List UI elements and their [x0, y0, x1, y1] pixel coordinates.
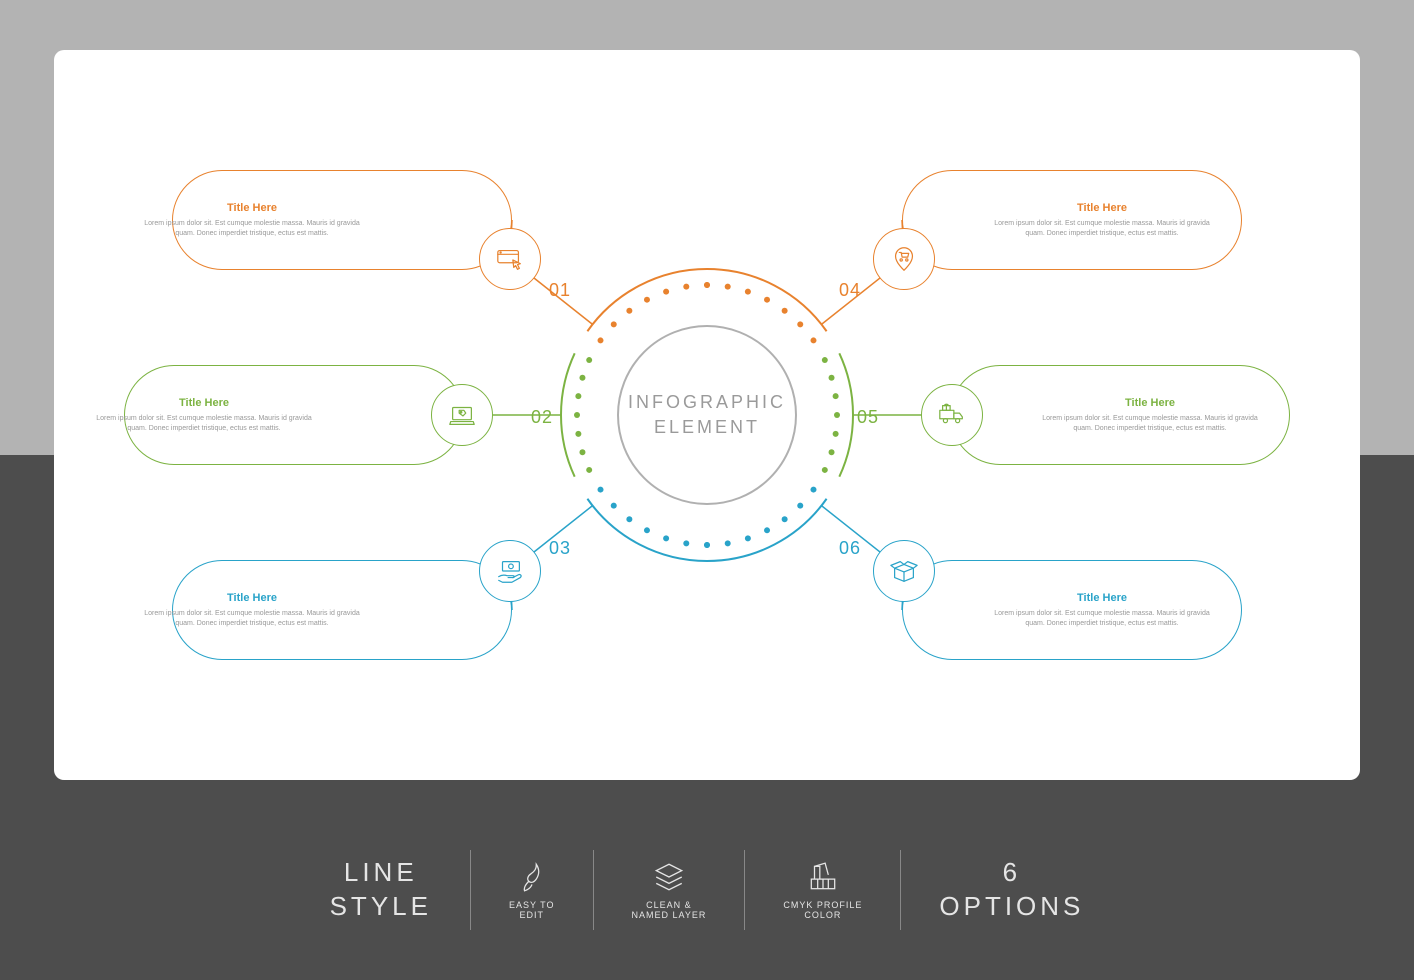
option-icon-circle-05	[921, 384, 983, 446]
option-body-02: Lorem ipsum dolor sit. Est cumque molest…	[95, 414, 313, 433]
option-pill-06: Title Here Lorem ipsum dolor sit. Est cu…	[902, 560, 1242, 660]
center-circle: INFOGRAPHIC ELEMENT	[617, 325, 797, 505]
option-number-05: 05	[857, 407, 879, 428]
option-icon-circle-02	[431, 384, 493, 446]
money-hand-icon	[495, 556, 525, 586]
brush-icon	[515, 860, 549, 894]
option-title-05: Title Here	[1041, 397, 1259, 409]
footer-bar: LINE STYLE EASY TOEDIT CLEAN &NAMED LAYE…	[0, 820, 1414, 960]
option-body-01: Lorem ipsum dolor sit. Est cumque molest…	[143, 219, 361, 238]
option-body-03: Lorem ipsum dolor sit. Est cumque molest…	[143, 609, 361, 628]
option-number-01: 01	[549, 280, 571, 301]
option-body-06: Lorem ipsum dolor sit. Est cumque molest…	[993, 609, 1211, 628]
laptop-tag-icon	[447, 400, 477, 430]
footer-right-line-2: OPTIONS	[939, 891, 1084, 921]
footer-left-label: LINE STYLE	[292, 850, 471, 930]
swatch-icon	[806, 860, 840, 894]
footer-feature-swatch: CMYK PROFILECOLOR	[745, 850, 901, 930]
open-box-icon	[889, 556, 919, 586]
option-title-01: Title Here	[143, 202, 361, 214]
option-pill-01: Title Here Lorem ipsum dolor sit. Est cu…	[172, 170, 512, 270]
footer-feature-layers-caption: CLEAN &NAMED LAYER	[632, 900, 707, 920]
infographic-canvas: INFOGRAPHIC ELEMENT Title Here Lorem ips…	[54, 50, 1360, 780]
option-pill-04: Title Here Lorem ipsum dolor sit. Est cu…	[902, 170, 1242, 270]
option-pill-02: Title Here Lorem ipsum dolor sit. Est cu…	[124, 365, 464, 465]
footer-feature-brush-caption: EASY TOEDIT	[509, 900, 555, 920]
option-icon-circle-01	[479, 228, 541, 290]
center-text: INFOGRAPHIC ELEMENT	[628, 390, 786, 440]
option-icon-circle-04	[873, 228, 935, 290]
option-number-02: 02	[531, 407, 553, 428]
footer-feature-layers: CLEAN &NAMED LAYER	[594, 850, 746, 930]
center-line-2: ELEMENT	[654, 417, 760, 437]
browser-cursor-icon	[495, 244, 525, 274]
footer-left-line-1: LINE	[344, 857, 418, 887]
location-cart-icon	[889, 244, 919, 274]
option-title-02: Title Here	[95, 397, 313, 409]
option-title-03: Title Here	[143, 592, 361, 604]
option-icon-circle-06	[873, 540, 935, 602]
option-number-03: 03	[549, 538, 571, 559]
footer-right-line-1: 6	[1003, 857, 1021, 887]
footer-left-line-2: STYLE	[330, 891, 432, 921]
option-icon-circle-03	[479, 540, 541, 602]
option-number-04: 04	[839, 280, 861, 301]
option-number-06: 06	[839, 538, 861, 559]
footer-right-label: 6 OPTIONS	[901, 850, 1122, 930]
option-body-04: Lorem ipsum dolor sit. Est cumque molest…	[993, 219, 1211, 238]
option-title-06: Title Here	[993, 592, 1211, 604]
footer-feature-brush: EASY TOEDIT	[471, 850, 594, 930]
option-pill-05: Title Here Lorem ipsum dolor sit. Est cu…	[950, 365, 1290, 465]
center-line-1: INFOGRAPHIC	[628, 392, 786, 412]
footer-feature-swatch-caption: CMYK PROFILECOLOR	[783, 900, 862, 920]
delivery-truck-icon	[937, 400, 967, 430]
layers-icon	[652, 860, 686, 894]
option-title-04: Title Here	[993, 202, 1211, 214]
option-pill-03: Title Here Lorem ipsum dolor sit. Est cu…	[172, 560, 512, 660]
option-body-05: Lorem ipsum dolor sit. Est cumque molest…	[1041, 414, 1259, 433]
